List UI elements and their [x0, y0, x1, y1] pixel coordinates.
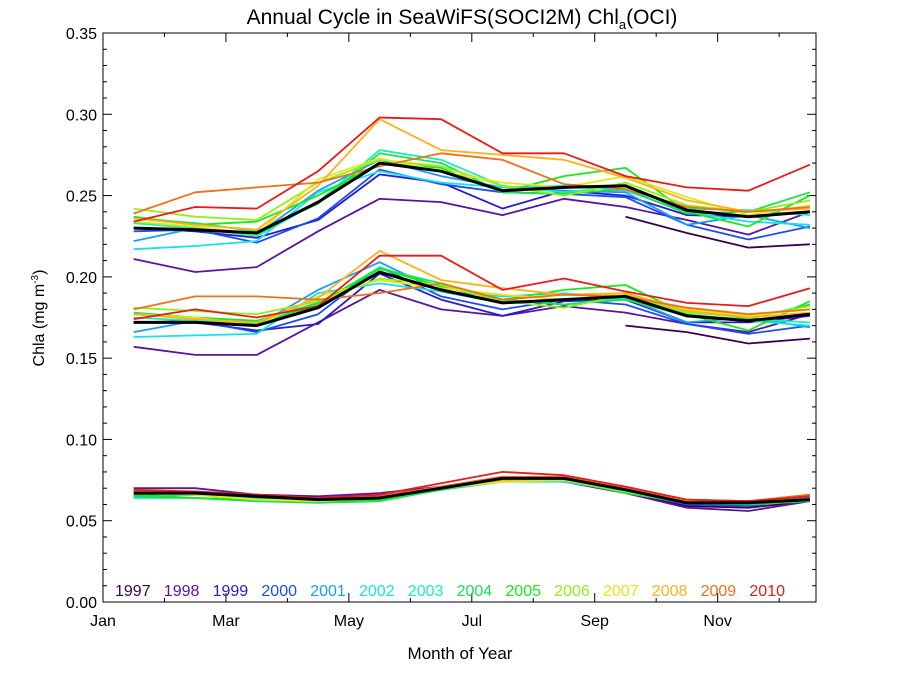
legend-entry-2006: 2006 — [554, 583, 590, 600]
series-line-2010-upper — [133, 116, 811, 223]
x-tick-label: Jul — [462, 613, 482, 630]
series-line-1997-upper — [625, 215, 810, 249]
series-line-2000-upper — [133, 168, 811, 244]
series-line-2008-middle — [133, 249, 810, 324]
series-line-2000-middle — [133, 266, 811, 335]
series-layer — [133, 116, 811, 512]
legend-entry-2008: 2008 — [652, 583, 688, 600]
series-line-2009-upper — [133, 152, 810, 215]
chart-title-end: (OCI) — [626, 6, 677, 29]
mean-line-middle — [133, 270, 811, 328]
y-tick-label: 0.25 — [66, 189, 97, 206]
x-tick-label: Mar — [212, 613, 240, 630]
legend: 1997 1998 1999 2000 2001 2002 2003 2004 2005 2006… — [115, 583, 785, 600]
legend-entry-2000: 2000 — [261, 583, 297, 600]
chart-title-subscript: a — [619, 17, 627, 32]
chart-title-main: Annual Cycle in SeaWiFS(SOCI2M) Chl — [247, 6, 619, 29]
x-tick-label: Nov — [703, 613, 731, 630]
legend-entry-1997: 1997 — [115, 583, 151, 600]
y-tick-label: 0.05 — [66, 514, 97, 531]
chart-title: Annual Cycle in SeaWiFS(SOCI2M) Chla(OCI… — [247, 6, 678, 32]
legend-entry-2001: 2001 — [310, 583, 346, 600]
y-tick-label: 0.15 — [66, 351, 97, 368]
series-line-2006-middle — [133, 277, 811, 319]
plot-frame — [102, 32, 817, 603]
legend-entry-2007: 2007 — [603, 583, 639, 600]
y-axis-label: Chla (mg m-3) — [30, 270, 48, 367]
y-axis-label-end: ) — [31, 270, 48, 275]
series-line-1997-middle — [625, 324, 810, 345]
legend-entry-2004: 2004 — [457, 583, 493, 600]
mean-layer — [133, 161, 811, 505]
y-axis: 0.00 0.05 0.10 0.15 0.20 0.25 0.30 0.35 — [66, 26, 816, 612]
y-tick-label: 0.20 — [66, 270, 97, 287]
series-line-1999-upper — [133, 173, 810, 239]
legend-entry-1999: 1999 — [213, 583, 249, 600]
x-tick-label: Sep — [580, 613, 609, 630]
x-axis: Jan Mar May Jul Sep Nov — [90, 33, 780, 630]
legend-entry-2010: 2010 — [749, 583, 785, 600]
y-axis-label-superscript: -3 — [30, 274, 41, 283]
y-axis-label-main: Chla (mg m — [31, 284, 48, 367]
series-line-2010-lower — [133, 471, 810, 503]
legend-entry-2002: 2002 — [359, 583, 395, 600]
x-tick-label: May — [334, 613, 364, 630]
y-tick-label: 0.00 — [66, 595, 97, 612]
series-line-2009-middle — [133, 282, 810, 316]
mean-line-lower — [133, 476, 810, 505]
mean-line-upper — [133, 161, 811, 235]
y-tick-label: 0.30 — [66, 107, 97, 124]
legend-entry-2009: 2009 — [701, 583, 737, 600]
y-tick-label: 0.10 — [66, 432, 97, 449]
legend-entry-2005: 2005 — [505, 583, 541, 600]
y-tick-label: 0.35 — [66, 26, 97, 43]
series-line-2003-upper — [133, 149, 810, 238]
legend-entry-2003: 2003 — [408, 583, 444, 600]
series-line-2010-middle — [133, 254, 811, 320]
x-axis-label: Month of Year — [408, 644, 513, 663]
legend-entry-1998: 1998 — [164, 583, 200, 600]
series-line-2008-upper — [133, 118, 810, 231]
x-tick-label: Jan — [90, 613, 116, 630]
